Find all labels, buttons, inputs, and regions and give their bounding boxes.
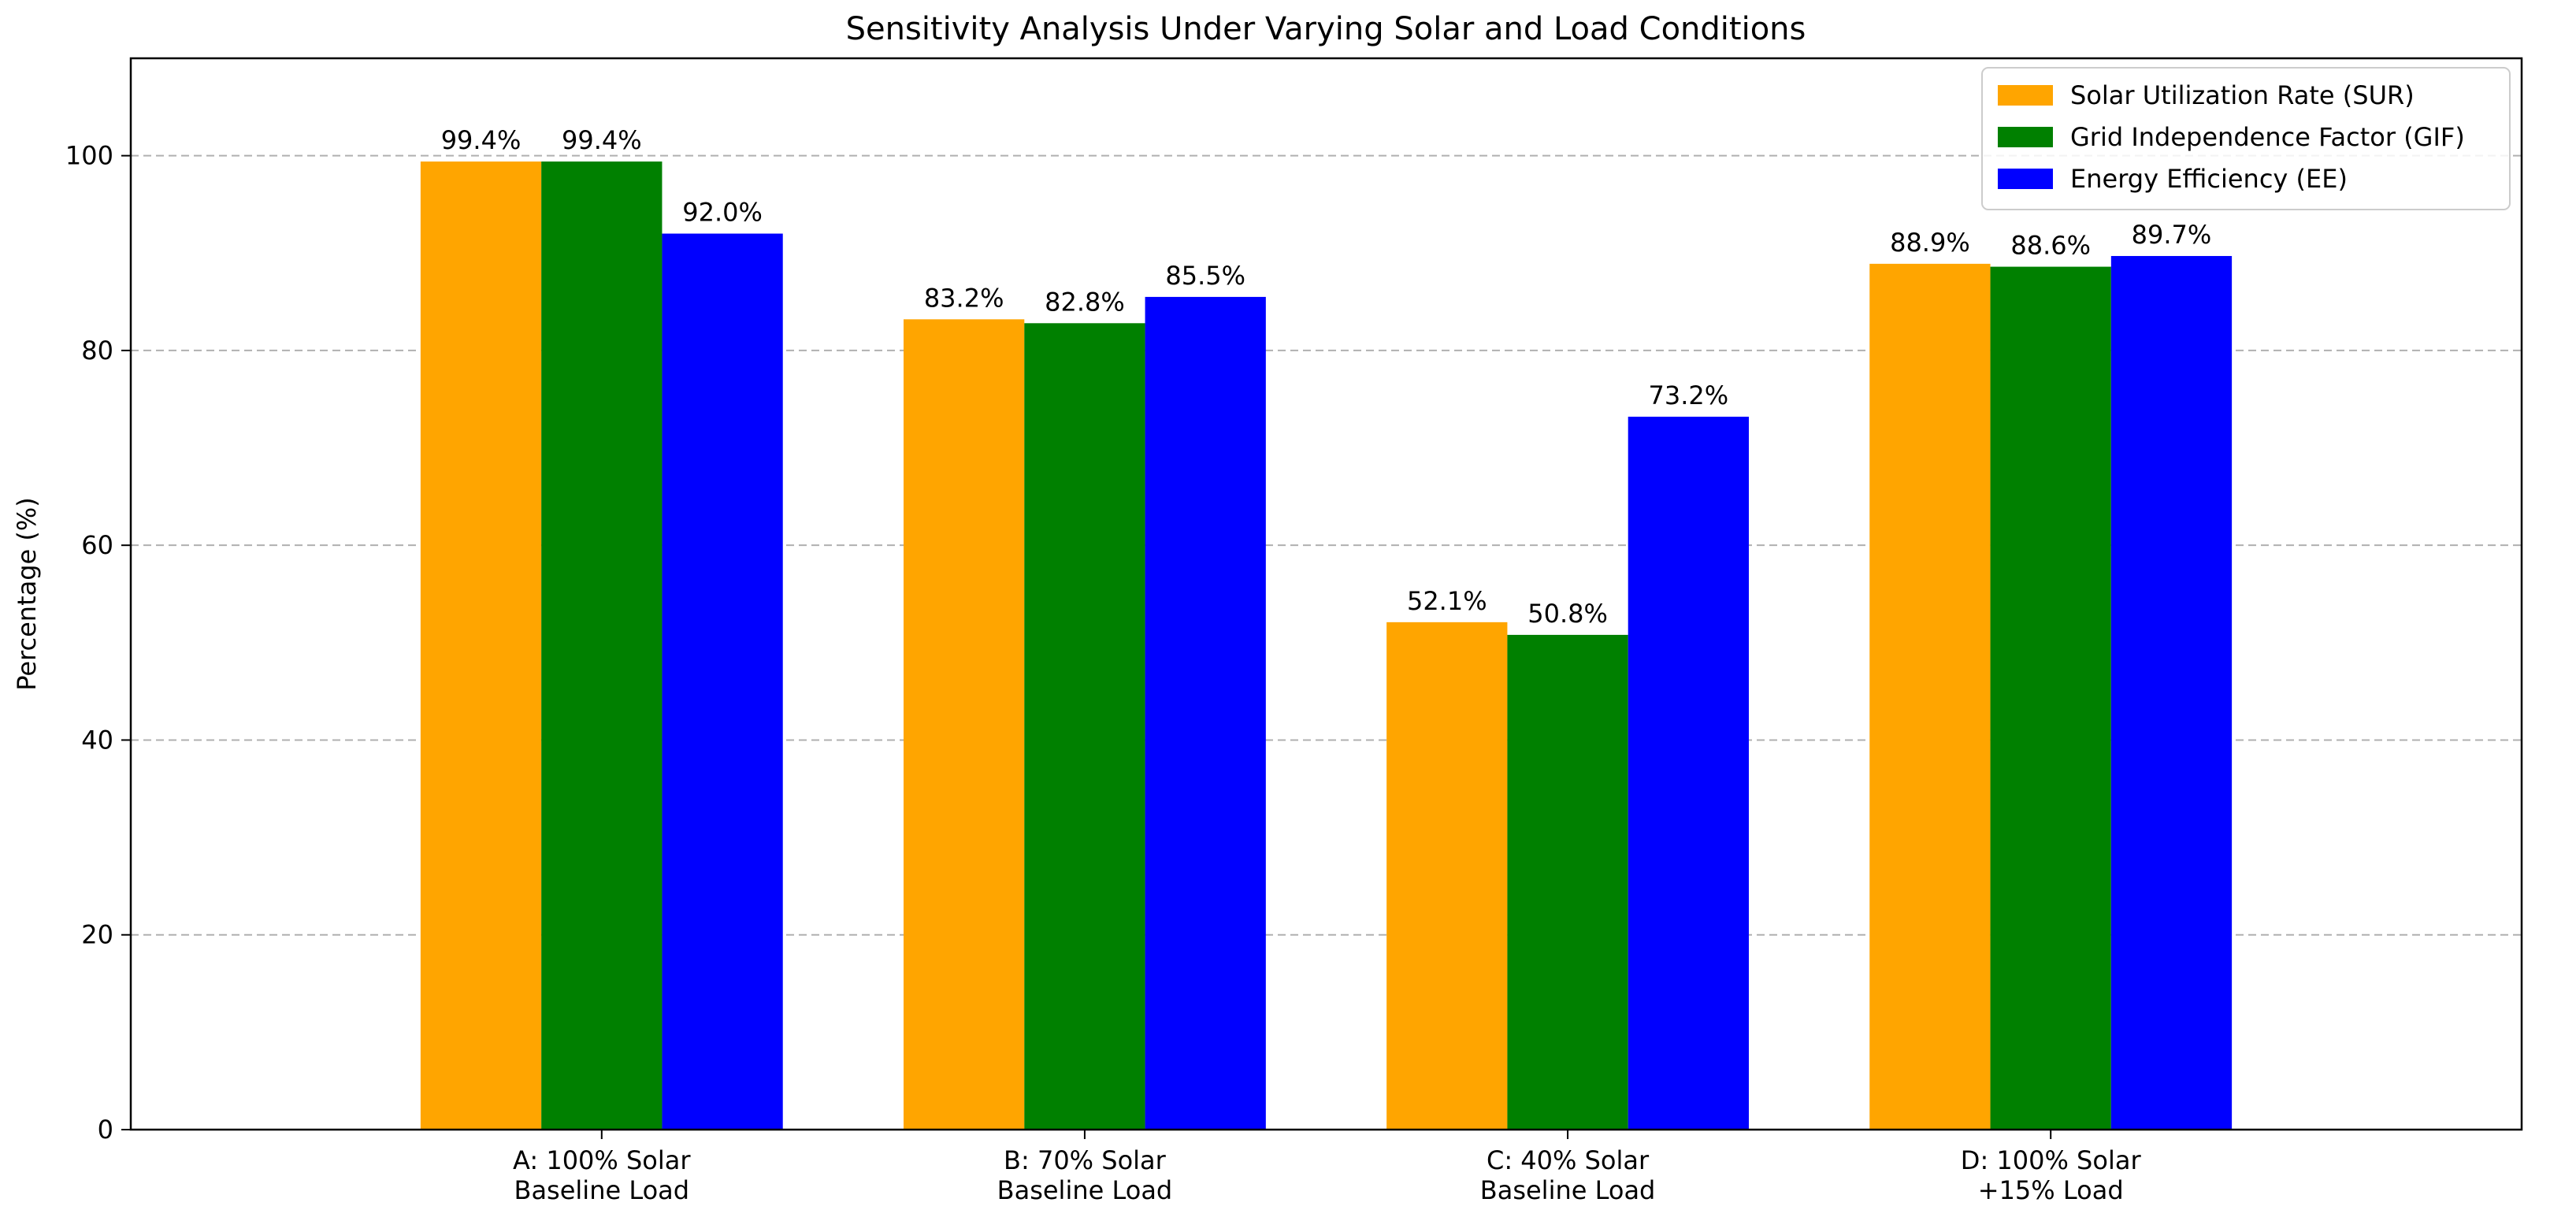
plot-frame	[129, 57, 2523, 1131]
bar-2-1	[541, 161, 663, 1130]
bar-value-label: 85.5%	[1165, 261, 1245, 291]
y-tick-label: 0	[98, 1115, 113, 1145]
bar-value-label: 99.4%	[562, 125, 642, 155]
bar-2-2	[1024, 323, 1145, 1130]
legend-label: Solar Utilization Rate (SUR)	[2070, 80, 2415, 110]
legend-swatch	[1998, 85, 2053, 106]
bar-3-3	[1628, 416, 1749, 1130]
bar-2-3	[1507, 634, 1628, 1130]
legend-label: Grid Independence Factor (GIF)	[2070, 122, 2465, 152]
bar-value-label: 73.2%	[1649, 380, 1729, 410]
x-tick-label: Baseline Load	[997, 1175, 1173, 1205]
y-tick-label: 20	[81, 920, 113, 950]
bar-value-label: 99.4%	[441, 125, 522, 155]
legend-swatch	[1998, 169, 2053, 189]
bars-layer	[420, 161, 2233, 1130]
bar-1-1	[420, 161, 542, 1130]
y-axis-label: Percentage (%)	[12, 497, 42, 691]
bar-value-label: 88.9%	[1890, 228, 1970, 258]
bar-value-label: 83.2%	[924, 283, 1004, 313]
bar-value-label: 89.7%	[2132, 220, 2212, 250]
legend-swatch	[1998, 127, 2053, 147]
data-labels-layer: 99.4% 83.2% 52.1% 88.9% 99.4% 82.8% 50.8% 88.6%…	[441, 125, 2212, 629]
bar-value-label: 88.6%	[2010, 231, 2091, 261]
y-tick-label: 60	[81, 530, 113, 560]
x-tick-label: B: 70% Solar	[1004, 1145, 1167, 1175]
bar-3-4	[2110, 255, 2233, 1130]
bar-value-label: 82.8%	[1045, 287, 1125, 317]
y-tick-label: 80	[81, 336, 113, 366]
bar-value-label: 50.8%	[1527, 599, 1608, 629]
bar-1-4	[1869, 263, 1991, 1130]
bar-value-label: 52.1%	[1407, 586, 1487, 616]
chart-title: Sensitivity Analysis Under Varying Solar…	[846, 11, 1806, 47]
bar-value-label: 92.0%	[682, 198, 763, 228]
bar-1-3	[1386, 622, 1508, 1130]
x-tick-label: +15% Load	[1978, 1175, 2124, 1205]
x-tick-label: A: 100% Solar	[513, 1145, 691, 1175]
x-tick-label: Baseline Load	[514, 1175, 689, 1205]
bar-3-1	[662, 233, 783, 1130]
x-tick-label: C: 40% Solar	[1487, 1145, 1650, 1175]
y-tick-label: 100	[65, 141, 113, 171]
bar-2-4	[1990, 266, 2111, 1130]
bar-3-2	[1145, 296, 1266, 1130]
legend-label: Energy Efficiency (EE)	[2070, 164, 2348, 194]
bar-1-2	[904, 319, 1025, 1130]
y-tick-label: 40	[81, 725, 113, 755]
x-tick-label: Baseline Load	[1480, 1175, 1656, 1205]
legend: Solar Utilization Rate (SUR) Grid Indepen…	[1981, 67, 2511, 210]
x-tick-label: D: 100% Solar	[1961, 1145, 2142, 1175]
legend-box	[1981, 67, 2511, 210]
